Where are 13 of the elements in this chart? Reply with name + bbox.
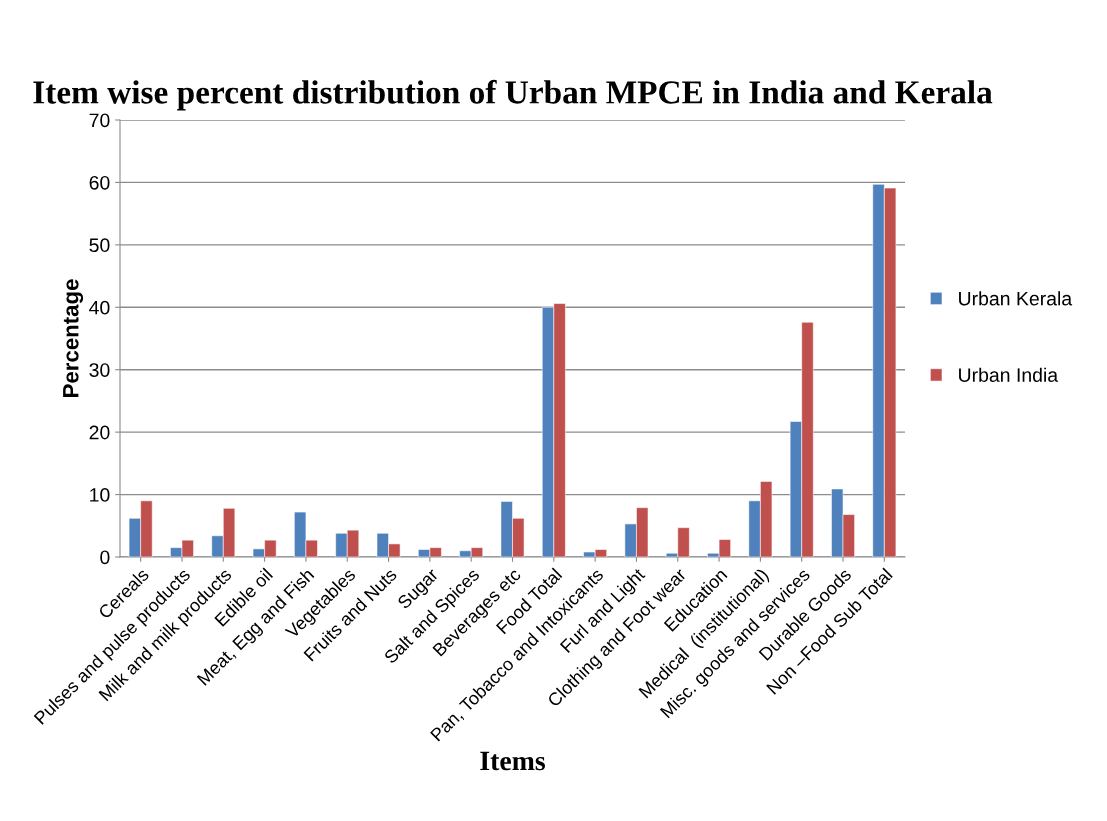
y-axis-title: Percentage [63, 279, 84, 397]
y-tick-label: 60 [89, 175, 110, 190]
x-axis-title: Items [480, 751, 545, 771]
y-tick-label: 70 [89, 113, 110, 128]
legend-label: Urban India [959, 367, 1059, 382]
y-tick-label: 0 [100, 550, 110, 565]
chart-title: Item wise percent distribution of Urban MPCE in India and Kerala [33, 79, 993, 111]
y-tick-label: 30 [89, 363, 110, 377]
y-tick-label: 10 [90, 488, 110, 502]
legend-label: Urban Kerala [959, 291, 1073, 306]
y-tick-label: 40 [89, 300, 110, 315]
y-tick-label: 50 [89, 238, 110, 253]
y-tick-label: 20 [89, 425, 110, 440]
